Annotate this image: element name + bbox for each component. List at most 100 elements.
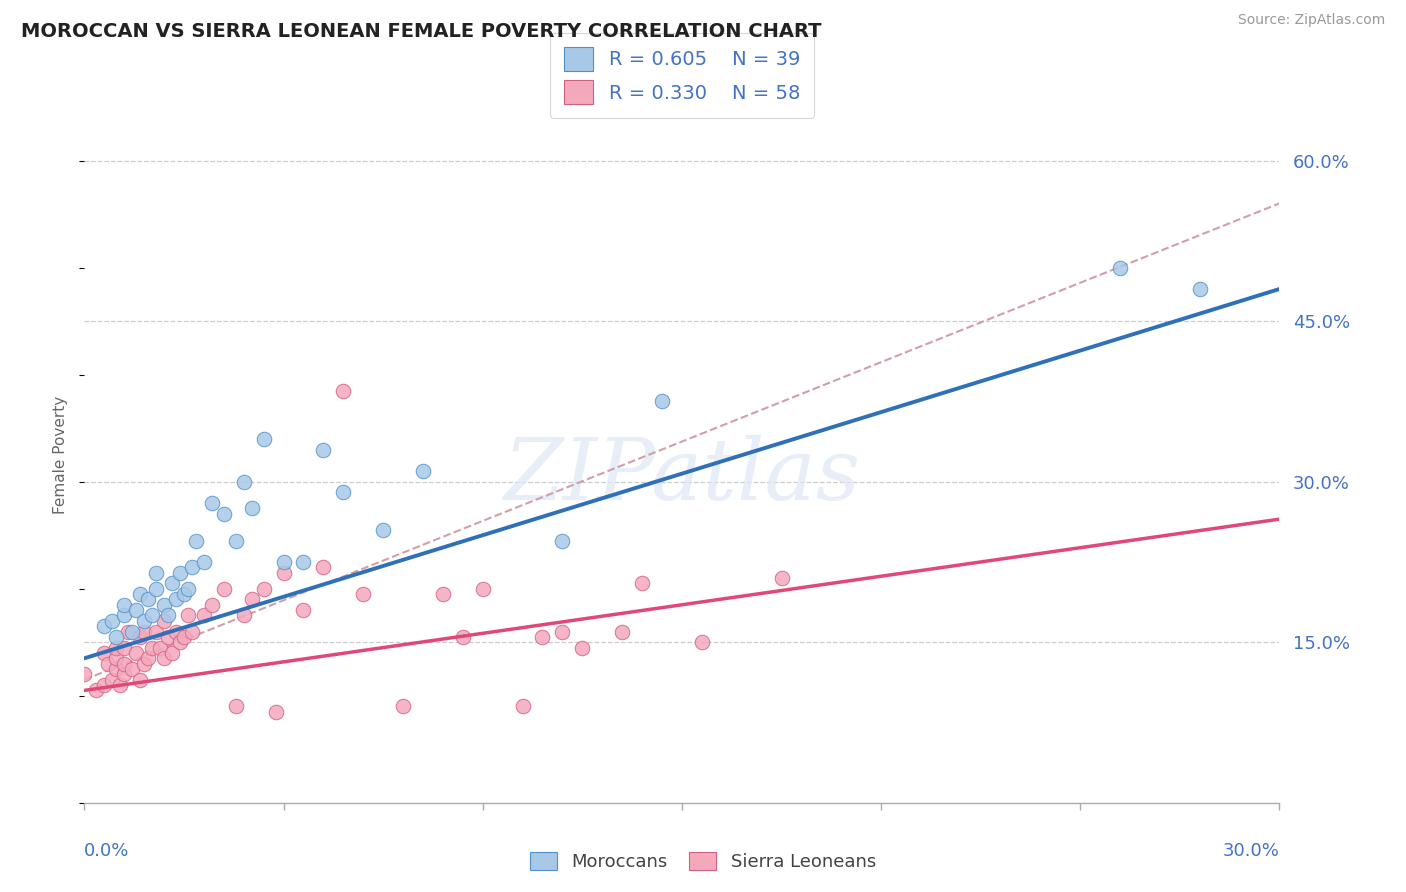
Text: 0.0%: 0.0% xyxy=(84,842,129,860)
Point xyxy=(141,608,163,623)
Point xyxy=(121,624,143,639)
Point xyxy=(292,555,315,569)
Point xyxy=(112,657,135,671)
Point xyxy=(264,705,287,719)
Point xyxy=(373,523,395,537)
Text: ZIPatlas: ZIPatlas xyxy=(503,434,860,517)
Point xyxy=(121,662,143,676)
Point xyxy=(145,566,167,580)
Point xyxy=(132,657,156,671)
Point xyxy=(212,582,235,596)
Point xyxy=(232,475,254,489)
Point xyxy=(392,699,415,714)
Legend: Moroccans, Sierra Leoneans: Moroccans, Sierra Leoneans xyxy=(523,845,883,879)
Point xyxy=(551,624,574,639)
Point xyxy=(177,608,200,623)
Point xyxy=(97,657,120,671)
Point xyxy=(86,683,108,698)
Point xyxy=(73,667,96,681)
Point xyxy=(201,496,224,510)
Point xyxy=(253,432,276,446)
Point xyxy=(512,699,534,714)
Point xyxy=(212,507,235,521)
Point xyxy=(173,587,195,601)
Point xyxy=(165,624,187,639)
Point xyxy=(332,384,354,398)
Point xyxy=(132,624,156,639)
Legend: R = 0.605    N = 39, R = 0.330    N = 58: R = 0.605 N = 39, R = 0.330 N = 58 xyxy=(550,33,814,118)
Point xyxy=(136,651,159,665)
Text: MOROCCAN VS SIERRA LEONEAN FEMALE POVERTY CORRELATION CHART: MOROCCAN VS SIERRA LEONEAN FEMALE POVERT… xyxy=(21,22,821,41)
Point xyxy=(273,555,295,569)
Point xyxy=(153,651,176,665)
Point xyxy=(157,608,180,623)
Point xyxy=(105,640,128,655)
Point xyxy=(240,501,263,516)
Point xyxy=(312,442,335,457)
Point xyxy=(169,566,191,580)
Point xyxy=(105,651,128,665)
Point xyxy=(112,598,135,612)
Point xyxy=(169,635,191,649)
Point xyxy=(225,533,247,548)
Point xyxy=(201,598,224,612)
Point xyxy=(145,582,167,596)
Point xyxy=(432,587,454,601)
Point xyxy=(129,630,152,644)
Point xyxy=(651,394,673,409)
Point xyxy=(132,614,156,628)
Point xyxy=(551,533,574,548)
Point xyxy=(160,646,183,660)
Point xyxy=(153,614,176,628)
Point xyxy=(165,592,187,607)
Point xyxy=(129,587,152,601)
Point xyxy=(93,646,115,660)
Point xyxy=(181,624,204,639)
Point xyxy=(770,571,793,585)
Point xyxy=(101,673,124,687)
Point xyxy=(157,630,180,644)
Point xyxy=(612,624,634,639)
Point xyxy=(273,566,295,580)
Point xyxy=(160,576,183,591)
Point xyxy=(312,560,335,574)
Point xyxy=(93,678,115,692)
Point xyxy=(129,673,152,687)
Point xyxy=(141,640,163,655)
Point xyxy=(105,662,128,676)
Point xyxy=(412,464,434,478)
Point xyxy=(125,646,148,660)
Point xyxy=(117,624,139,639)
Point xyxy=(125,603,148,617)
Point xyxy=(193,555,215,569)
Point xyxy=(240,592,263,607)
Point xyxy=(352,587,374,601)
Point xyxy=(112,640,135,655)
Point xyxy=(253,582,276,596)
Point xyxy=(112,608,135,623)
Point xyxy=(105,630,128,644)
Point xyxy=(471,582,494,596)
Point xyxy=(232,608,254,623)
Point xyxy=(153,598,176,612)
Point xyxy=(631,576,654,591)
Text: Source: ZipAtlas.com: Source: ZipAtlas.com xyxy=(1237,13,1385,28)
Point xyxy=(1109,260,1132,275)
Point xyxy=(173,630,195,644)
Point xyxy=(177,582,200,596)
Point xyxy=(225,699,247,714)
Point xyxy=(93,619,115,633)
Point xyxy=(181,560,204,574)
Y-axis label: Female Poverty: Female Poverty xyxy=(53,396,69,514)
Point xyxy=(332,485,354,500)
Point xyxy=(451,630,474,644)
Point xyxy=(1188,282,1211,296)
Text: 30.0%: 30.0% xyxy=(1223,842,1279,860)
Point xyxy=(292,603,315,617)
Point xyxy=(149,640,172,655)
Point xyxy=(101,614,124,628)
Point xyxy=(184,533,207,548)
Point xyxy=(136,592,159,607)
Point xyxy=(112,667,135,681)
Point xyxy=(571,640,593,655)
